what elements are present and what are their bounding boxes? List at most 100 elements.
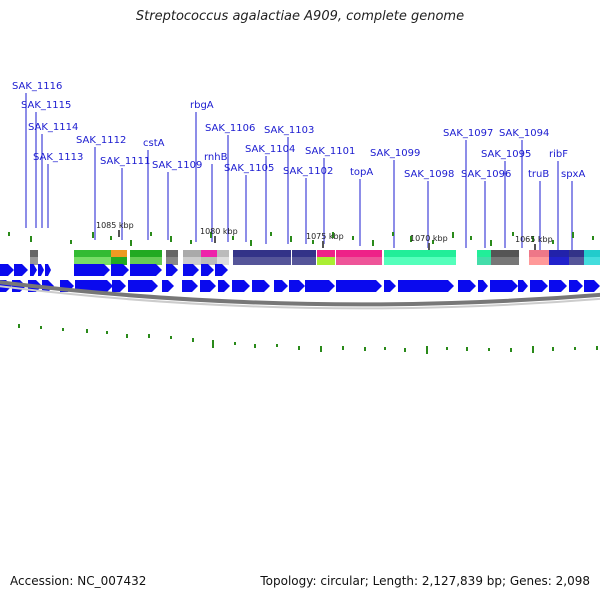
genome-backbone [0, 280, 600, 310]
scale-track: 1085 kbp 1080 kbp 1075 kbp 1070 kbp 1065 kbp [96, 221, 553, 251]
gene-label-sak-1116: SAK_1116 [12, 81, 62, 92]
cog-block [30, 250, 38, 257]
gc-content-mark [532, 236, 534, 242]
gene-arrow [183, 264, 199, 276]
gc-content-mark [290, 236, 292, 242]
cog-block [130, 257, 162, 265]
gene-label-sak-1111: SAK_1111 [100, 156, 150, 167]
scale-label-1065-kbp: 1065 kbp [515, 235, 553, 244]
cog-block [201, 257, 217, 265]
gc-content-mark [8, 232, 10, 236]
cog-block [217, 257, 229, 265]
gc-content-mark [110, 236, 112, 240]
gc-content-mark [432, 240, 434, 244]
gene-label-sak-1109: SAK_1109 [152, 160, 202, 171]
gc-skew-mark [192, 338, 194, 342]
gene-arrow [384, 280, 396, 292]
gc-skew-mark [384, 347, 386, 350]
gc-skew-mark [596, 346, 598, 350]
gene-arrow [252, 280, 270, 292]
gene-label-sak-1102: SAK_1102 [283, 166, 333, 177]
gc-skew-mark [510, 348, 512, 352]
gene-arrow [218, 280, 230, 292]
scale-tick [534, 244, 536, 251]
gene-label-sak-1099: SAK_1099 [370, 148, 420, 159]
gene-arrow [478, 280, 488, 292]
gene-arrow [111, 264, 129, 276]
cog-block [217, 250, 229, 257]
gene-arrow [274, 280, 288, 292]
gene-label-sak-1101: SAK_1101 [305, 146, 355, 157]
genome-summary-text: Topology: circular; Length: 2,127,839 bp… [260, 574, 590, 588]
cog-block [569, 257, 584, 265]
gene-arrow [30, 264, 37, 276]
gc-content-mark [352, 236, 354, 240]
cog-block [30, 257, 38, 265]
gene-label-sak-1103: SAK_1103 [264, 125, 314, 136]
backbone-arc [0, 280, 600, 307]
gene-label-trub: truB [528, 169, 549, 180]
gene-label-sak-1113: SAK_1113 [33, 152, 83, 163]
cog-block [477, 250, 491, 257]
cog-block [166, 250, 178, 257]
label-leader-lines [25, 93, 573, 250]
gene-label-sak-1104: SAK_1104 [245, 144, 295, 155]
cog-block [317, 257, 335, 265]
gene-arrow [162, 280, 174, 292]
gene-label-spxa: spxA [561, 169, 585, 180]
gc-skew-mark [574, 347, 576, 350]
gene-arrow [200, 280, 216, 292]
gc-skew-mark [40, 326, 42, 329]
gene-label-sak-1106: SAK_1106 [205, 123, 255, 134]
gene-label-topa: topA [350, 167, 373, 178]
gc-skew-mark [170, 336, 172, 339]
gc-content-mark [490, 240, 492, 246]
gene-arrow [215, 264, 228, 276]
gc-skew-mark [532, 346, 534, 353]
gene-arrow [490, 280, 518, 292]
cog-block [569, 250, 584, 257]
gene-arrow [128, 280, 158, 292]
cog-block [400, 250, 456, 257]
gene-arrow [182, 280, 198, 292]
gene-arrow [0, 264, 14, 276]
gc-skew-mark [18, 324, 20, 328]
cog-block [549, 250, 569, 257]
gc-content-mark [392, 232, 394, 236]
gc-skew-mark [488, 348, 490, 351]
gene-arrow [130, 264, 162, 276]
gene-arrow-track [0, 264, 600, 292]
gene-arrow [166, 264, 178, 276]
scale-label-1075-kbp: 1075 kbp [306, 232, 344, 241]
cog-block [336, 257, 382, 265]
gc-skew-mark [320, 346, 322, 352]
cog-block [130, 250, 162, 257]
gc-skew-mark [364, 347, 366, 351]
gene-arrow [569, 280, 583, 292]
gene-label-sak-1105: SAK_1105 [224, 163, 274, 174]
gc-content-mark [470, 236, 472, 240]
gene-label-sak-1115: SAK_1115 [21, 100, 71, 111]
gene-label-sak-1112: SAK_1112 [76, 135, 126, 146]
gene-arrow [74, 264, 110, 276]
gc-skew-mark [106, 331, 108, 334]
gc-content-mark [452, 232, 454, 238]
scale-tick [322, 241, 324, 248]
gene-labels: SAK_1116 SAK_1115 SAK_1114 SAK_1113 SAK_1112… [12, 81, 585, 180]
accession-text: Accession: NC_007432 [10, 574, 147, 588]
gc-content-mark [92, 232, 94, 238]
cog-block [529, 257, 549, 265]
cog-block [400, 257, 456, 265]
gene-arrow [75, 280, 113, 292]
gc-content-mark [270, 232, 272, 236]
gc-content-mark [552, 240, 554, 244]
gene-label-rnhb: rnhB [204, 152, 228, 163]
cog-block [384, 257, 400, 265]
backbone-arc-shadow [0, 285, 600, 310]
scale-label-1085-kbp: 1085 kbp [96, 221, 134, 230]
gene-label-sak-1114: SAK_1114 [28, 122, 78, 133]
cog-block [183, 257, 201, 265]
scale-label-1080-kbp: 1080 kbp [200, 227, 238, 236]
gene-arrow [458, 280, 476, 292]
